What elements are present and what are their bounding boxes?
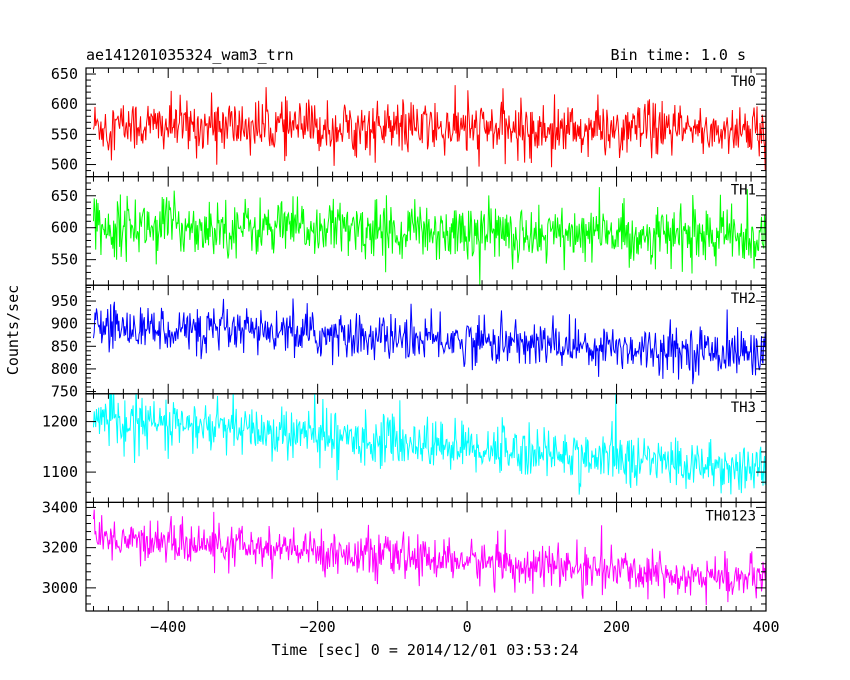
panel-label-th0123: TH0123 — [705, 508, 756, 524]
panels-group: TH0 500 550 600 650 TH1 550 600 650 TH2 750 800 850 9… — [42, 65, 780, 636]
y-tick-label-th2: 900 — [51, 315, 78, 333]
panel-label-th1: TH1 — [731, 183, 756, 199]
y-tick-label-th0123: 3400 — [42, 498, 78, 516]
y-tick-label-th2: 950 — [51, 292, 78, 310]
x-tick-label: −400 — [150, 618, 186, 636]
y-tick-label-th1: 550 — [51, 251, 78, 269]
series-line-th1 — [92, 187, 766, 285]
y-axis-label: Counts/sec — [4, 285, 22, 375]
y-tick-label-th3: 1100 — [42, 463, 78, 481]
panel-label-th2: TH2 — [731, 291, 756, 307]
series-line-th0123 — [92, 509, 766, 606]
series-line-th3 — [92, 393, 766, 495]
x-tick-label: −200 — [300, 618, 336, 636]
y-tick-label-th0123: 3200 — [42, 539, 78, 557]
y-tick-label-th0: 550 — [51, 125, 78, 143]
y-tick-label-th0: 500 — [51, 156, 78, 174]
y-tick-label-th3: 1200 — [42, 413, 78, 431]
y-tick-label-th0123: 3000 — [42, 579, 78, 597]
panel-label-th0: TH0 — [731, 74, 756, 90]
x-tick-label: 400 — [752, 618, 779, 636]
x-axis-label: Time [sec] 0 = 2014/12/01 03:53:24 — [271, 641, 578, 659]
y-tick-label-th2: 850 — [51, 337, 78, 355]
panel-frame-th0123 — [85, 501, 767, 612]
y-tick-label-th0: 650 — [51, 65, 78, 83]
y-tick-label-th2: 750 — [51, 383, 78, 401]
series-line-th2 — [92, 298, 766, 385]
chart-title: ae141201035324_wam3_trn — [86, 46, 294, 64]
y-tick-label-th0: 600 — [51, 95, 78, 113]
y-tick-label-th2: 800 — [51, 360, 78, 378]
y-tick-label-th1: 600 — [51, 219, 78, 237]
y-tick-label-th1: 650 — [51, 187, 78, 205]
series-line-th0 — [92, 85, 766, 171]
x-tick-label: 0 — [463, 618, 472, 636]
x-tick-label: 200 — [603, 618, 630, 636]
panel-label-th3: TH3 — [731, 400, 756, 416]
bin-time-label: Bin time: 1.0 s — [611, 46, 746, 64]
